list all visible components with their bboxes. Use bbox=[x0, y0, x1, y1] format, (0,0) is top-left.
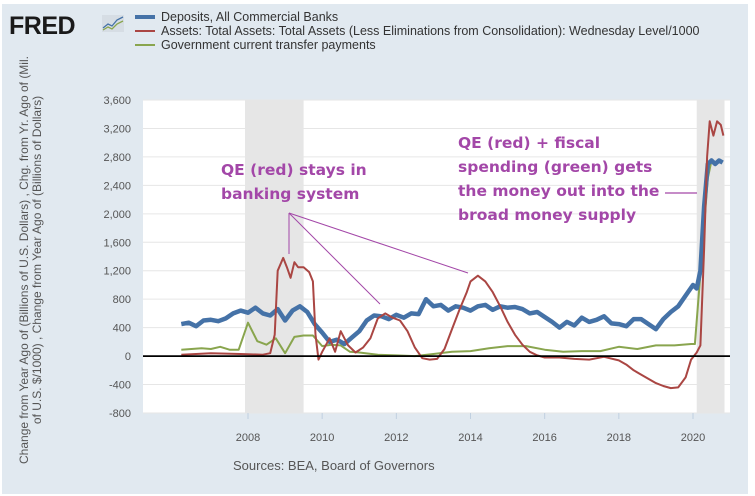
annotation-arrows bbox=[288, 192, 697, 305]
legend-label: Assets: Total Assets: Total Assets (Less… bbox=[161, 24, 700, 38]
annotation-line: broad money supply bbox=[458, 206, 637, 224]
recession-band bbox=[245, 100, 304, 413]
x-tick-label: 2018 bbox=[607, 432, 631, 444]
y-tick-label: 2,800 bbox=[103, 152, 131, 164]
fred-logo: FRED bbox=[9, 12, 76, 40]
legend-swatch-deposits bbox=[135, 15, 155, 19]
annotation-line: the money out into the bbox=[458, 182, 660, 200]
annotation-qe-banking: QE (red) stays in banking system bbox=[221, 158, 367, 206]
legend-swatch-assets bbox=[135, 30, 155, 32]
plot-area bbox=[143, 100, 730, 413]
recession-shading bbox=[143, 100, 730, 413]
legend-item-assets[interactable]: Assets: Total Assets: Total Assets (Less… bbox=[135, 24, 721, 38]
chart-legend: Deposits, All Commercial Banks Assets: T… bbox=[135, 10, 721, 52]
annotation-arrow-line bbox=[288, 212, 469, 274]
y-tick-label: 3,200 bbox=[103, 123, 131, 135]
x-tick-label: 2016 bbox=[532, 432, 556, 444]
y-tick-label: 2,400 bbox=[103, 180, 131, 192]
annotation-line: QE (red) + fiscal bbox=[458, 134, 601, 152]
legend-item-deposits[interactable]: Deposits, All Commercial Banks bbox=[135, 10, 721, 24]
legend-label: Government current transfer payments bbox=[161, 38, 376, 52]
y-tick-label: 1,600 bbox=[103, 237, 131, 249]
annotation-line: spending (green) gets bbox=[458, 158, 653, 176]
legend-item-transfers[interactable]: Government current transfer payments bbox=[135, 38, 721, 52]
grid-lines bbox=[143, 99, 730, 414]
annotation-arrow-line bbox=[288, 212, 381, 305]
legend-label: Deposits, All Commercial Banks bbox=[161, 10, 339, 24]
fred-chart-icon bbox=[102, 15, 124, 32]
x-tick-label: 2020 bbox=[681, 432, 705, 444]
annotation-line: banking system bbox=[221, 185, 360, 203]
y-tick-label: 2,000 bbox=[103, 209, 131, 221]
x-axis-ticks: 2008 2010 2012 2014 2016 2018 2020 bbox=[236, 413, 705, 444]
x-tick-label: 2014 bbox=[458, 432, 482, 444]
annotation-line: QE (red) stays in bbox=[221, 161, 367, 179]
y-tick-label: 800 bbox=[113, 294, 131, 306]
y-tick-label: 400 bbox=[113, 323, 131, 335]
legend-swatch-transfers bbox=[135, 44, 155, 46]
y-tick-label: 1,200 bbox=[103, 266, 131, 278]
series-line-assets bbox=[181, 120, 725, 390]
y-tick-label: 3,600 bbox=[103, 95, 131, 107]
y-tick-label: 0 bbox=[125, 351, 131, 363]
y-tick-label: -400 bbox=[109, 380, 131, 392]
y-axis-ticks: 3,600 3,200 2,800 2,400 2,000 1,600 1,200 800 40… bbox=[103, 95, 131, 420]
x-tick-label: 2010 bbox=[310, 432, 334, 444]
x-tick-label: 2012 bbox=[384, 432, 408, 444]
sources-note: Sources: BEA, Board of Governors bbox=[233, 458, 435, 473]
x-tick-label: 2008 bbox=[236, 432, 260, 444]
y-tick-label: -800 bbox=[109, 408, 131, 420]
annotation-qe-fiscal: QE (red) + fiscal spending (green) gets … bbox=[458, 131, 659, 227]
